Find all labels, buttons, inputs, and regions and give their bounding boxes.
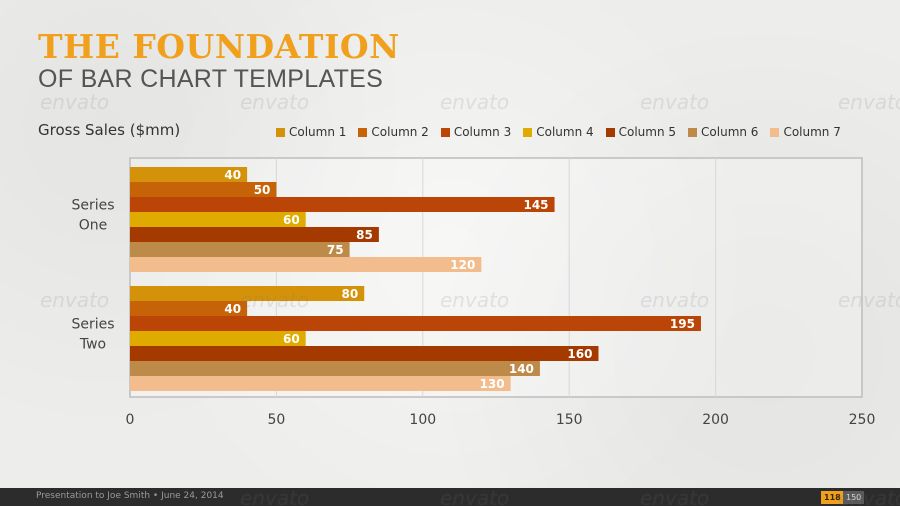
legend-label: Column 6 (701, 125, 759, 139)
bar-column-2-0 (130, 182, 277, 197)
legend-swatch (523, 127, 533, 137)
x-tick-label: 250 (849, 412, 876, 428)
x-tick-label: 150 (556, 412, 583, 428)
legend-swatch (688, 127, 698, 137)
slide-subtitle: OF BAR CHART TEMPLATES (38, 65, 384, 93)
legend-label: Column 3 (453, 125, 512, 139)
legend-swatch (440, 127, 450, 137)
bar-data-label: 195 (670, 317, 695, 331)
bar-column-3-0 (130, 197, 555, 212)
bar-column-6-1 (130, 361, 540, 376)
legend-item: Column 4 (523, 125, 594, 139)
bar-data-label: 60 (283, 332, 300, 346)
bar-column-5-0 (130, 227, 379, 242)
x-tick-label: 50 (267, 412, 285, 428)
bar-column-7-1 (130, 376, 511, 391)
bar-data-label: 145 (523, 198, 548, 212)
bar-data-label: 160 (567, 347, 592, 361)
legend-label: Column 1 (289, 125, 347, 139)
legend-label: Column 7 (783, 125, 841, 139)
legend-swatch (358, 127, 368, 137)
chart-legend: Column 1 Column 2 Column 3 Column 4 Column 5… (276, 125, 853, 139)
bar-data-label: 120 (450, 258, 475, 272)
slide-title: THE FOUNDATION (38, 27, 400, 66)
bar-column-4-0 (130, 212, 306, 227)
legend-label: Column 5 (618, 125, 677, 139)
bar-data-label: 50 (254, 183, 271, 197)
x-tick-label: 0 (126, 412, 135, 428)
legend-swatch (770, 127, 780, 137)
legend-item: Column 6 (688, 125, 758, 139)
x-tick-label: 100 (409, 412, 436, 428)
bar-data-label: 75 (327, 243, 344, 257)
footer-presentation-text: Presentation to Joe Smith • June 24, 201… (36, 491, 224, 501)
legend-swatch (276, 127, 285, 137)
category-label: Series One (71, 198, 114, 234)
page-total: 150 (843, 491, 865, 504)
bar-column-1-0 (130, 167, 248, 182)
bar-column-2-1 (130, 301, 248, 316)
bar-column-4-1 (130, 331, 306, 346)
category-label: Series Two (71, 317, 114, 353)
bar-data-label: 60 (283, 213, 300, 227)
bar-column-7-0 (130, 257, 482, 272)
bar-column-6-0 (130, 242, 350, 257)
legend-item: Column 5 (605, 125, 677, 139)
bar-data-label: 140 (509, 362, 534, 376)
legend-item: Column 2 (358, 125, 429, 139)
bar-column-5-1 (130, 346, 599, 361)
x-tick-label: 200 (702, 412, 729, 428)
bar-column-3-1 (130, 316, 701, 331)
bar-data-label: 40 (224, 168, 241, 182)
page-number: 118 (821, 491, 844, 504)
bar-column-1-1 (130, 286, 365, 301)
bar-data-label: 40 (224, 302, 241, 316)
footer-bar: Presentation to Joe Smith • June 24, 201… (0, 488, 900, 506)
bar-data-label: 85 (356, 228, 373, 242)
legend-swatch (605, 127, 615, 137)
legend-item: Column 1 (276, 125, 346, 139)
chart-title: Gross Sales ($mm) (38, 121, 181, 139)
legend-label: Column 4 (536, 125, 594, 139)
bar-data-label: 130 (480, 377, 505, 391)
legend-item: Column 7 (770, 125, 841, 139)
legend-item: Column 3 (440, 125, 512, 139)
bar-data-label: 80 (342, 287, 359, 301)
legend-label: Column 2 (371, 125, 429, 139)
